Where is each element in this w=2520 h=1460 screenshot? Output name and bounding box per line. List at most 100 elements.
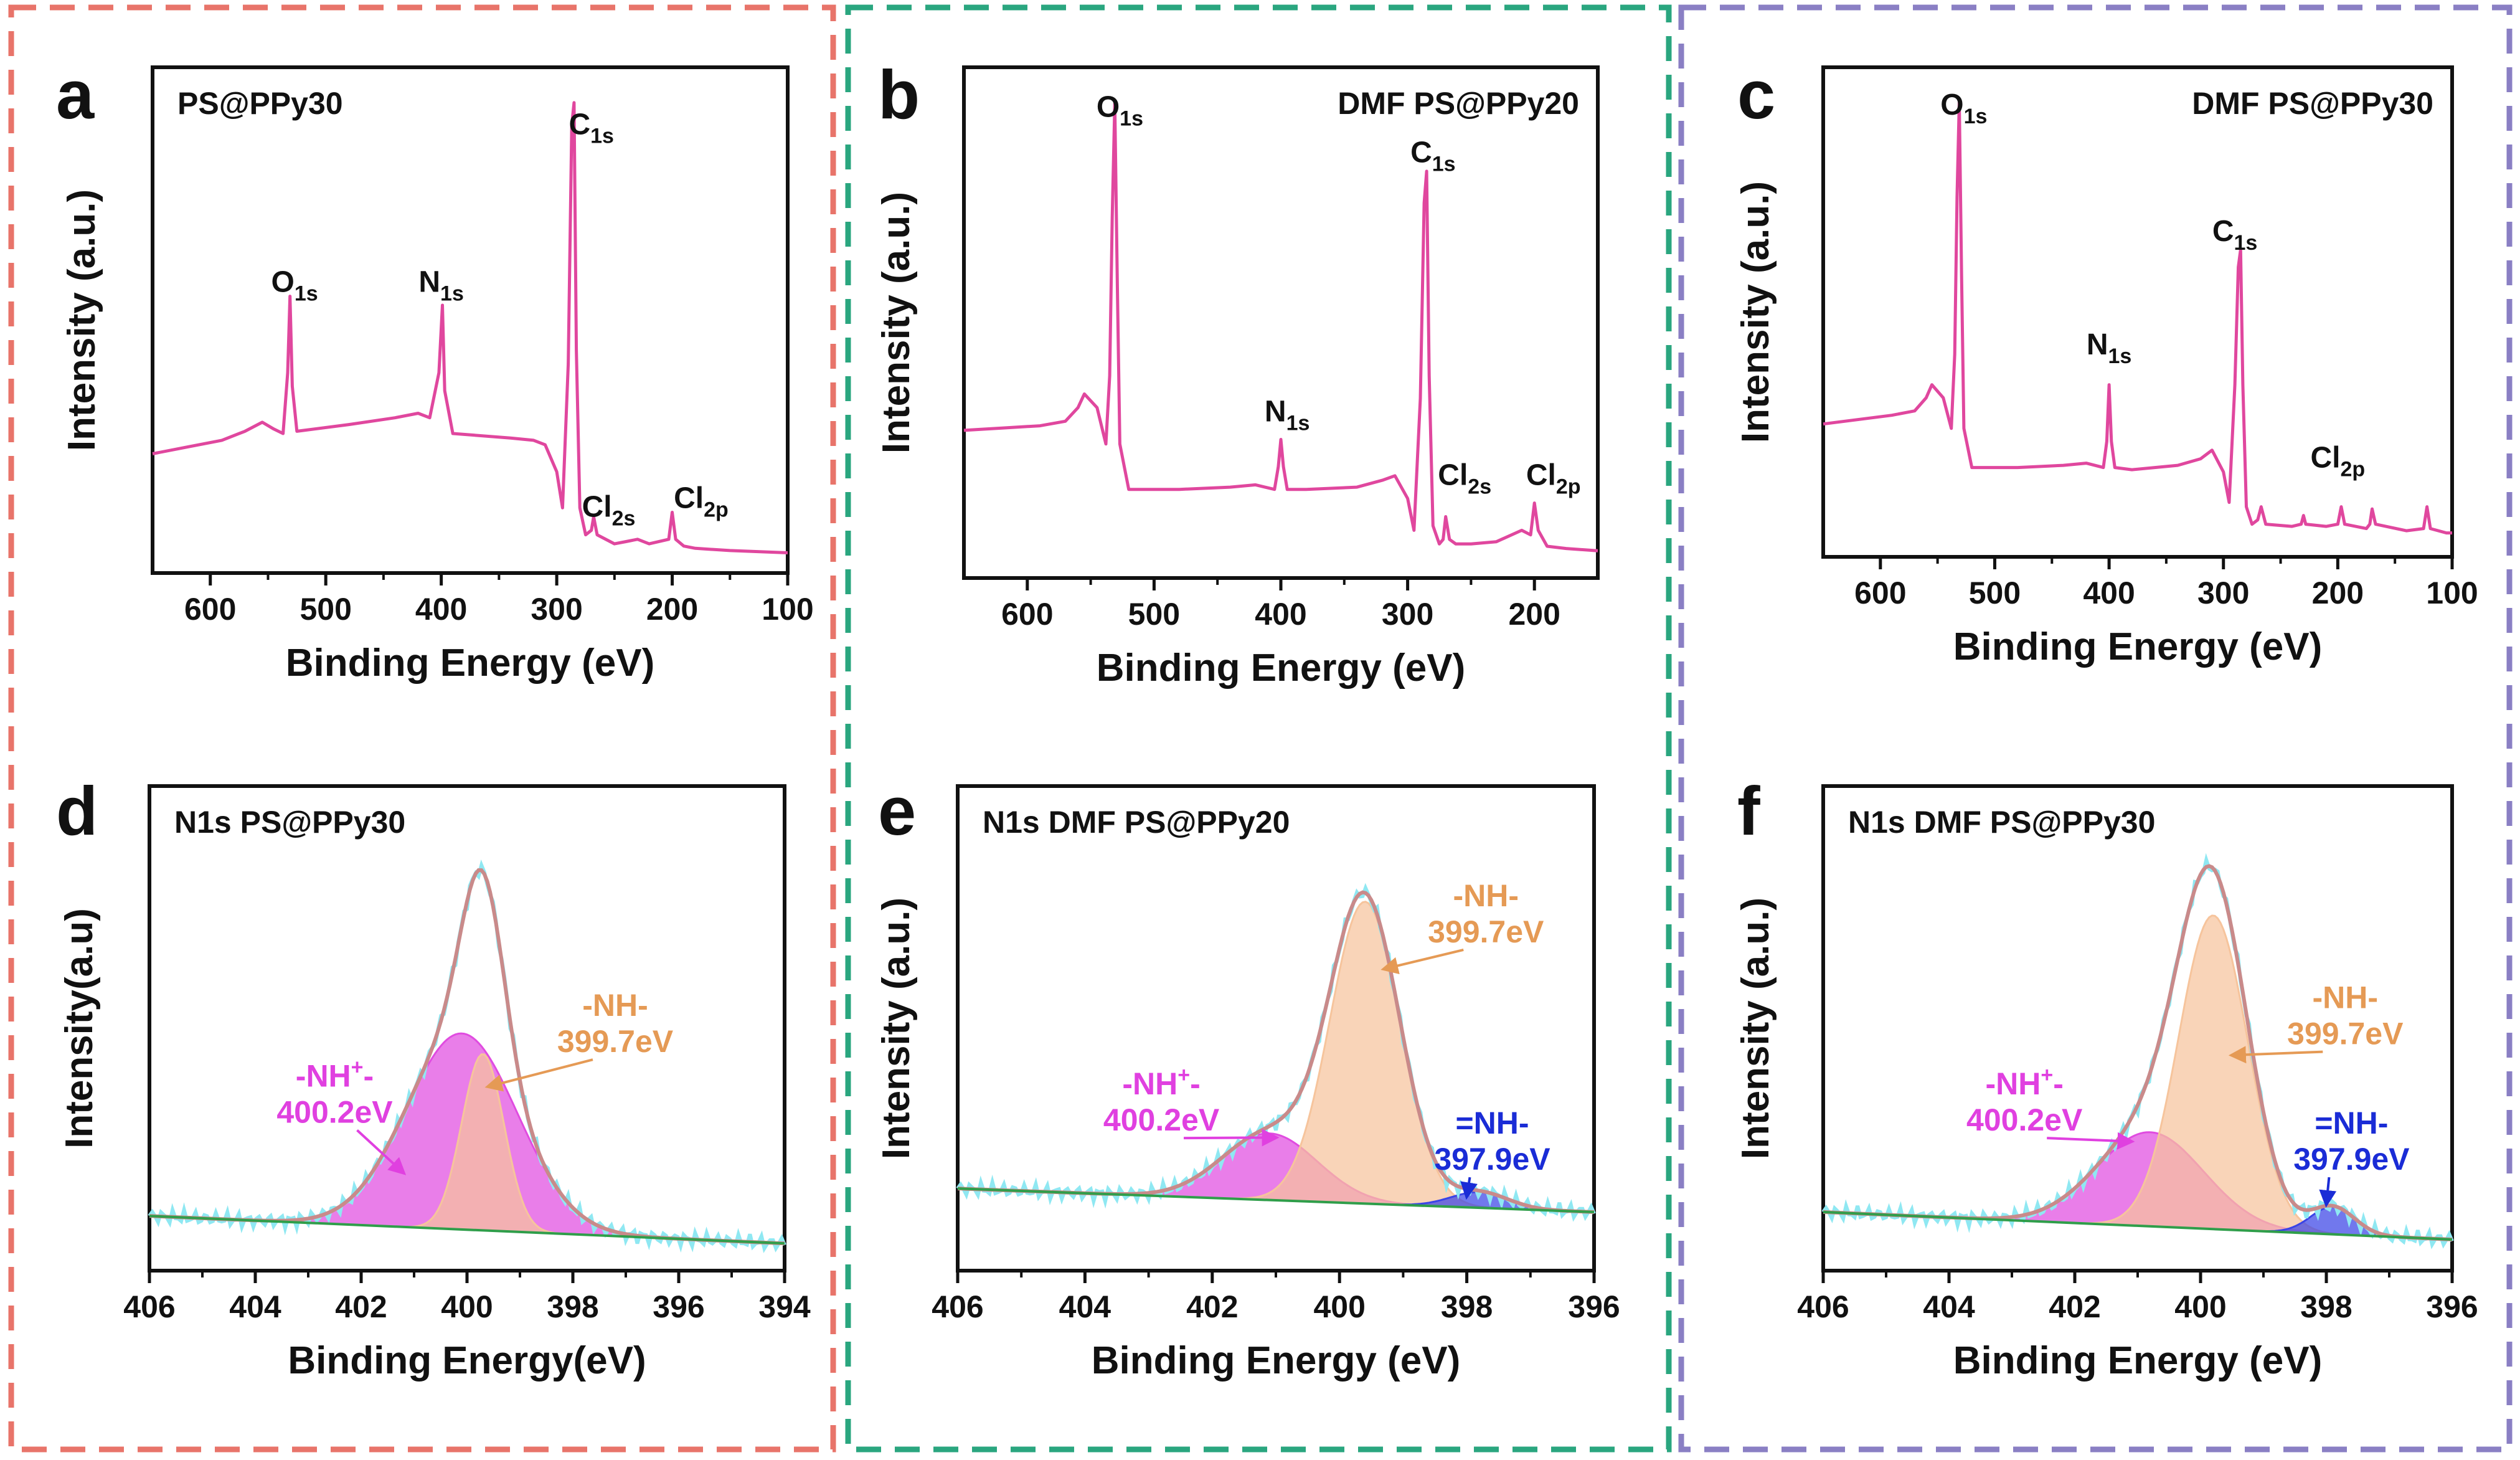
annotation-line: =NH-	[1455, 1106, 1529, 1140]
annotation-line: -NH-	[582, 988, 648, 1023]
x-tick-label: 396	[2426, 1289, 2478, 1324]
annotation-arrow	[1460, 1177, 1478, 1200]
x-tick-label: 400	[1255, 597, 1306, 632]
annotation-line: -NH-	[2313, 980, 2379, 1015]
peak-label-orbital: 2s	[612, 507, 636, 531]
x-tick-label: 400	[2083, 576, 2135, 610]
panel-title: N1s PS@PPy30	[174, 805, 405, 840]
peak-label-element: N	[2087, 328, 2108, 361]
peak-label-element: O	[271, 265, 295, 298]
y-axis-label: Intensity (a.u.)	[875, 192, 918, 453]
panel-e: e 406 404 402 400 398 396 Binding Energy (eV) In…	[875, 773, 1620, 1382]
peak-label: O1s	[271, 265, 318, 305]
peak-label-orbital: 1s	[590, 124, 614, 148]
x-tick-label: 200	[1508, 597, 1560, 632]
x-tick-label: 200	[2312, 576, 2364, 610]
peak-label-element: Cl	[582, 491, 612, 524]
y-axis-label: Intensity (a.u.)	[1734, 898, 1777, 1159]
annotation-line: -NH	[296, 1059, 351, 1094]
panel-title: DMF PS@PPy30	[2192, 86, 2433, 121]
x-axis-label: Binding Energy (eV)	[1953, 1339, 2322, 1382]
frame-right	[1678, 4, 2513, 1453]
y-axis-label: Intensity(a.u)	[58, 908, 101, 1149]
peak-label: N1s	[418, 265, 464, 305]
x-tick-label: 600	[1854, 576, 1906, 610]
peak-label-element: Cl	[2311, 442, 2341, 475]
panel-d: d 406 404 402 400 398 396 394 Binding Energy(eV)…	[56, 773, 811, 1382]
annotation-arrow	[2047, 1132, 2135, 1150]
peak-label-orbital: 1s	[1286, 411, 1310, 435]
panel-title: N1s DMF PS@PPy30	[1848, 805, 2155, 840]
panel-title: PS@PPy30	[177, 86, 343, 121]
peak-label-element: C	[569, 108, 590, 141]
annotation-line: 399.7eV	[557, 1024, 674, 1059]
x-tick-label: 600	[1001, 597, 1053, 632]
component-annotation: -NH+-400.2eV	[1966, 1063, 2083, 1137]
x-axis-label: Binding Energy (eV)	[1092, 1339, 1460, 1382]
panel-title: N1s DMF PS@PPy20	[983, 805, 1290, 840]
x-tick-label: 300	[1382, 597, 1433, 632]
panel-letter: b	[878, 57, 920, 133]
peak-label-orbital: 2p	[1556, 475, 1581, 498]
component-annotation: -NH-399.7eV	[1428, 878, 1544, 949]
x-axis-label: Binding Energy (eV)	[1953, 625, 2322, 668]
x-tick-label: 400	[2174, 1289, 2226, 1324]
peak-label: N1s	[2087, 328, 2132, 368]
peak-label: Cl2p	[2311, 442, 2366, 481]
peak-label-element: O	[1097, 90, 1120, 123]
peak-label-element: N	[418, 265, 440, 298]
component-annotation: -NH+-400.2eV	[1103, 1063, 1220, 1137]
x-tick-label: 406	[123, 1289, 175, 1324]
panel-b: b 600 500 400 300 200 Binding Energy (eV) Inten…	[875, 57, 1600, 690]
peak-label: O1s	[1940, 88, 1987, 128]
x-tick-label: 600	[184, 592, 236, 627]
y-axis-label: Intensity (a.u.)	[1734, 181, 1777, 443]
peak-label-orbital: 2s	[1468, 475, 1491, 498]
component-annotation: -NH-399.7eV	[557, 988, 674, 1059]
x-axis-label: Binding Energy(eV)	[288, 1339, 646, 1382]
background-line	[149, 1215, 785, 1245]
x-tick-label: 400	[1313, 1289, 1365, 1324]
y-axis-label: Intensity (a.u.)	[875, 898, 918, 1159]
panel-c: c 600 500 400 300 200 100 Binding Energy (eV) In…	[1734, 57, 2478, 668]
panel-letter: a	[56, 57, 95, 133]
frame-left	[8, 4, 836, 1453]
peak-label: O1s	[1097, 90, 1143, 130]
x-tick-label: 500	[1969, 576, 2021, 610]
x-tick-label: 398	[547, 1289, 598, 1324]
peak-label-orbital: 1s	[1432, 152, 1456, 176]
peak-label: Cl2p	[674, 481, 729, 521]
survey-series-line	[1823, 100, 2452, 535]
annotation-line: 400.2eV	[276, 1095, 393, 1130]
x-tick-label: 406	[932, 1289, 983, 1324]
panel-letter: f	[1737, 773, 1760, 850]
annotation-superscript: +	[351, 1056, 364, 1079]
x-tick-label: 406	[1797, 1289, 1849, 1324]
background-line	[1823, 1210, 2453, 1241]
x-tick-label: 396	[653, 1289, 704, 1324]
peak-label: Cl2p	[1526, 458, 1581, 498]
x-tick-label: 398	[2300, 1289, 2352, 1324]
peak-label: Cl2s	[582, 491, 636, 531]
x-tick-label: 404	[1923, 1289, 1975, 1324]
annotation-line: 397.9eV	[2293, 1142, 2410, 1177]
panel-letter: e	[878, 773, 916, 850]
background-line	[957, 1187, 1595, 1213]
x-tick-label: 404	[1059, 1289, 1111, 1324]
x-tick-label: 100	[762, 592, 813, 627]
peak-label-element: Cl	[1526, 458, 1556, 491]
x-tick-label: 402	[1186, 1289, 1238, 1324]
axes-frame	[962, 65, 1600, 580]
x-tick-label: 404	[229, 1289, 281, 1324]
peak-label-orbital: 2p	[704, 498, 729, 521]
annotation-line: 399.7eV	[2287, 1017, 2404, 1051]
peak-label-element: Cl	[1438, 458, 1468, 491]
x-tick-label: 400	[441, 1289, 493, 1324]
x-tick-label: 398	[1441, 1289, 1493, 1324]
annotation-arrow	[2228, 1046, 2323, 1064]
peak-label-orbital: 2p	[2341, 458, 2366, 481]
component-annotation: =NH-397.9eV	[1434, 1106, 1550, 1177]
annotation-arrow	[484, 1058, 593, 1092]
peak-label: C1s	[569, 108, 614, 148]
annotation-line: =NH-	[2315, 1106, 2388, 1140]
